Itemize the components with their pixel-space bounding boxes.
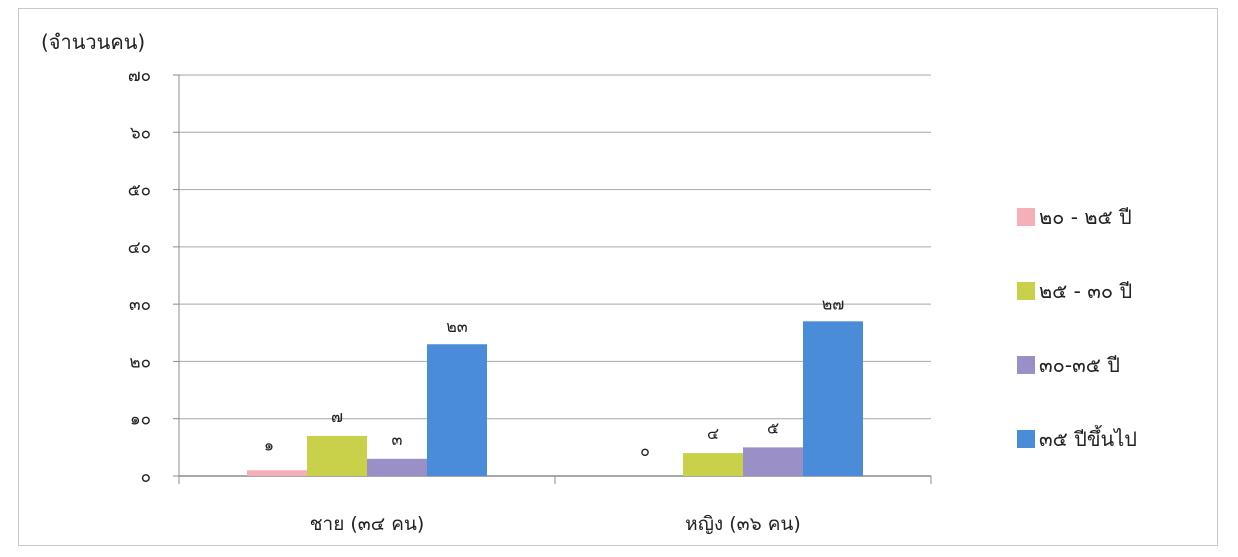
bar: [743, 447, 803, 476]
bar: [367, 458, 427, 476]
gridlines: [179, 74, 931, 420]
y-tick-label: ๓๐: [129, 295, 151, 315]
data-label: ๓: [392, 430, 403, 449]
legend-swatch: [1017, 282, 1035, 300]
x-category-label: หญิง (๓๖ คน): [685, 513, 801, 535]
legend-swatch: [1017, 208, 1035, 226]
legend-label: ๒๕ - ๓๐ ปี: [1039, 279, 1132, 303]
chart-frame: (จำนวนคน) ๐ ๑๐ ๒๐ ๓๐ ๔๐ ๕๐ ๖๐ ๗๐ ๑ ๗๓ ๒๓๐ ๔ ๕ ๒๗ ชาย…: [18, 8, 1218, 546]
bars: [247, 321, 863, 476]
data-label: ๕: [767, 418, 779, 437]
legend-label: ๒๐ - ๒๕ ปี: [1039, 205, 1132, 229]
data-labels: ๑ ๗๓ ๒๓๐ ๔ ๕ ๒๗: [264, 294, 844, 460]
y-tick-label: ๖๐: [130, 123, 151, 143]
bar: [803, 321, 863, 476]
legend-label: ๓๕ ปีขึ้นไป: [1039, 425, 1137, 451]
bar: [307, 435, 367, 476]
y-tick-label: ๑๐: [130, 410, 151, 430]
legend-label: ๓๐-๓๕ ปี: [1039, 353, 1120, 377]
legend: ๒๐ - ๒๕ ปี๒๕ - ๓๐ ปี๓๐-๓๕ ปี๓๕ ปีขึ้นไป: [1017, 205, 1137, 451]
y-tick-label: ๒๐: [129, 352, 151, 372]
bar: [427, 344, 487, 476]
y-axis-ticks: ๐ ๑๐ ๒๐ ๓๐ ๔๐ ๕๐ ๖๐ ๗๐: [128, 66, 151, 487]
y-axis-title: (จำนวนคน): [41, 30, 145, 54]
data-label: ๔: [707, 424, 719, 443]
legend-swatch: [1017, 430, 1035, 448]
data-label: ๐: [640, 441, 650, 460]
x-category-label: ชาย (๓๔ คน): [310, 513, 425, 535]
bar: [683, 453, 743, 476]
y-tick-label: ๕๐: [128, 181, 151, 201]
data-label: ๒๗: [822, 294, 845, 313]
legend-swatch: [1017, 356, 1035, 374]
data-label: ๗: [331, 407, 343, 426]
data-label: ๒๓: [446, 317, 468, 336]
y-tick-label: ๔๐: [128, 238, 151, 258]
x-axis-categories: ชาย (๓๔ คน) หญิง (๓๖ คน): [310, 513, 801, 535]
y-tick-label: ๐: [141, 467, 151, 487]
y-tick-label: ๗๐: [128, 66, 151, 86]
data-label: ๑: [264, 435, 274, 454]
bar: [247, 470, 307, 476]
bar-chart: (จำนวนคน) ๐ ๑๐ ๒๐ ๓๐ ๔๐ ๕๐ ๖๐ ๗๐ ๑ ๗๓ ๒๓๐ ๔ ๕ ๒๗ ชาย…: [41, 30, 1137, 535]
